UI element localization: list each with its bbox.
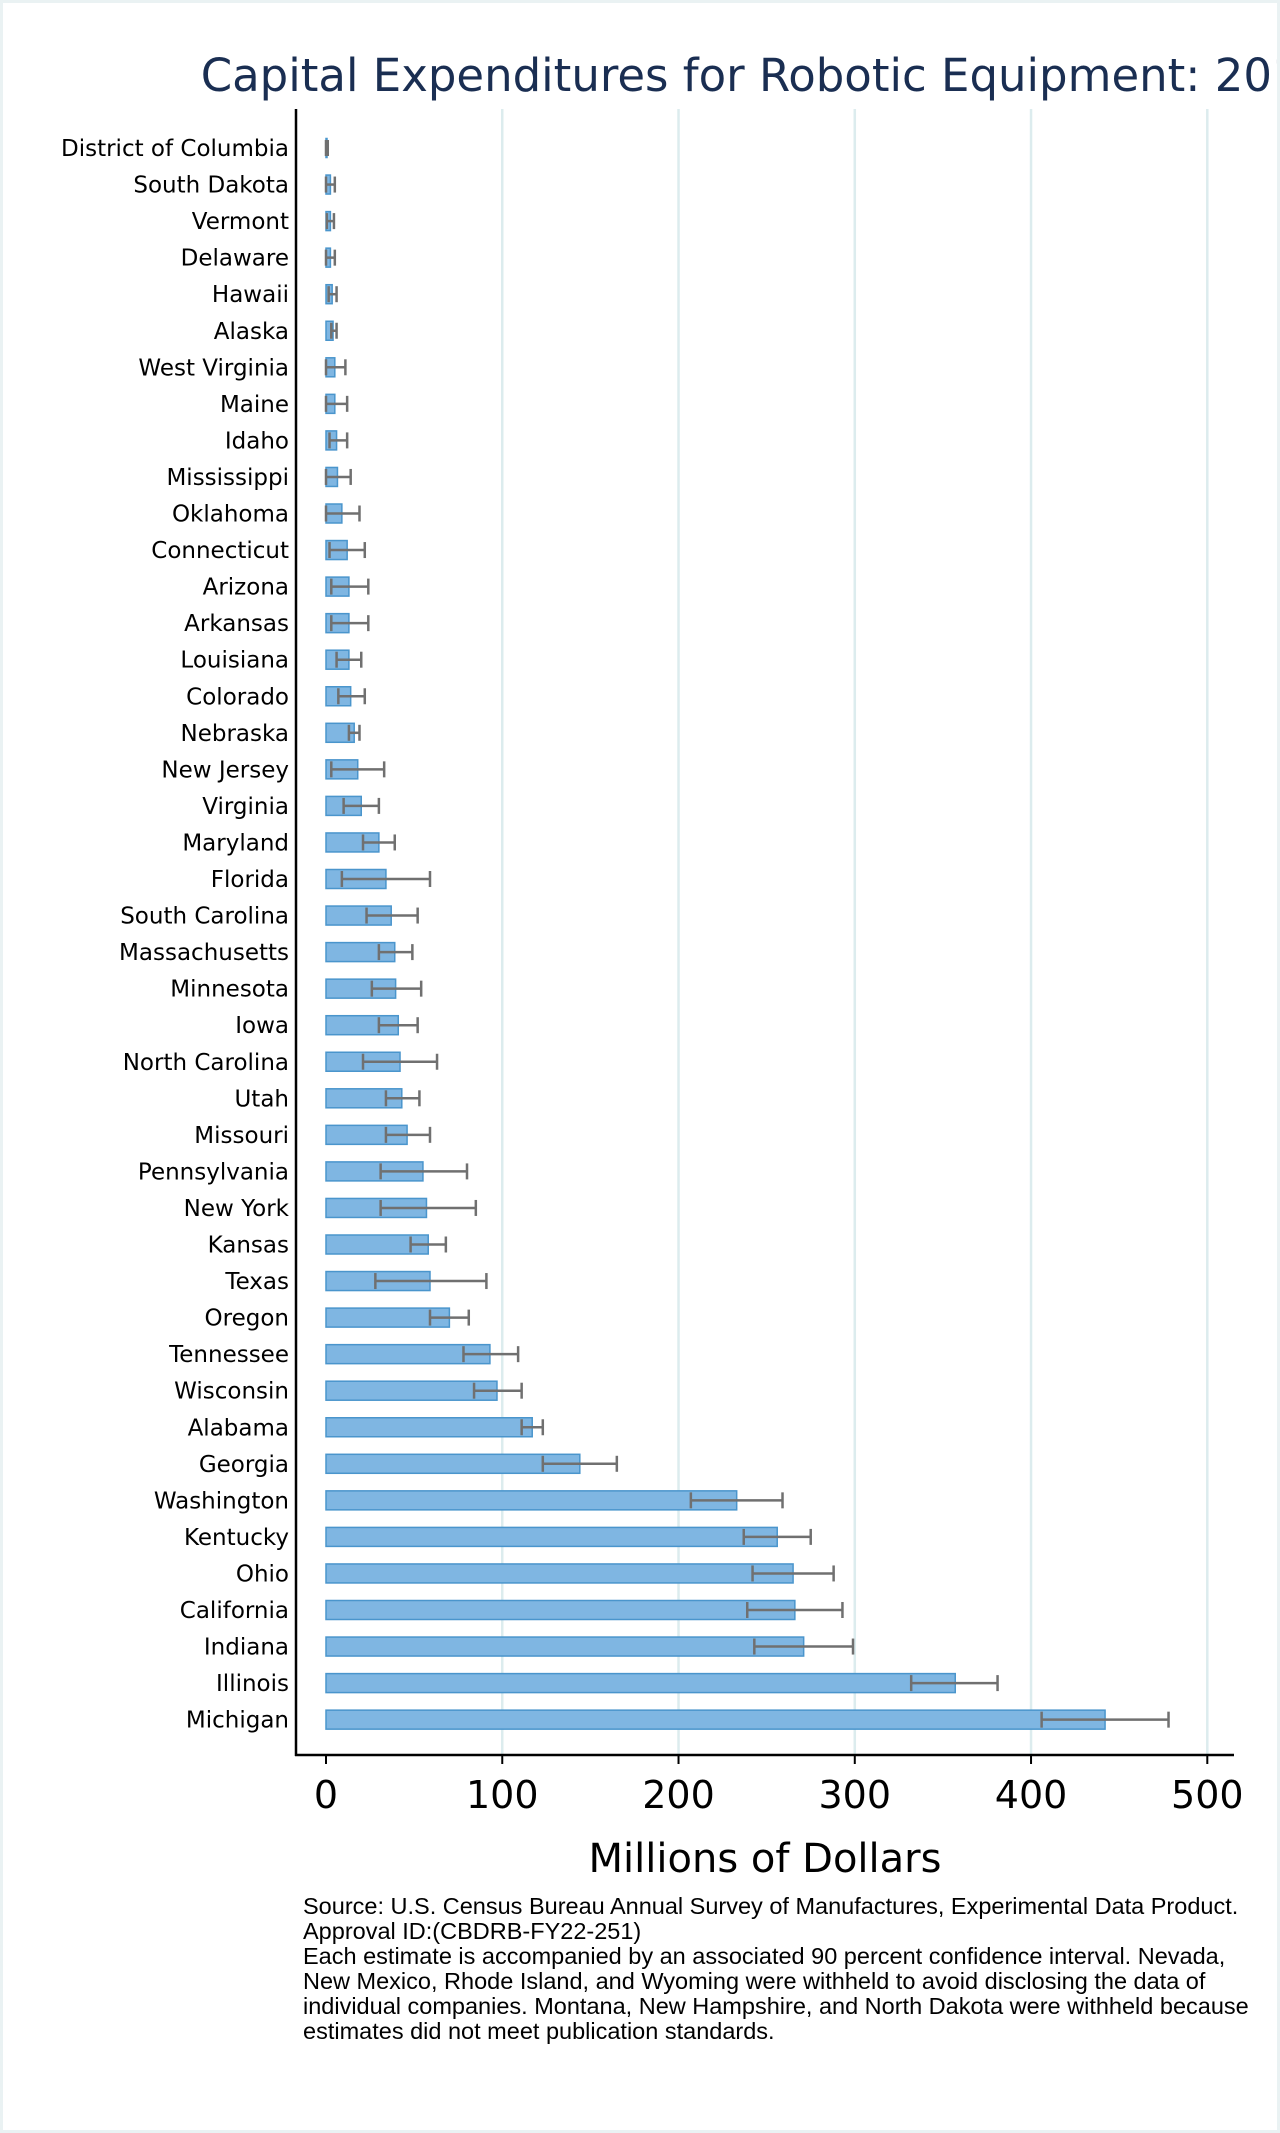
category-label: Alaska — [214, 319, 289, 345]
bar — [325, 1417, 533, 1438]
source-note: Source: U.S. Census Bureau Annual Survey… — [303, 1893, 1239, 1919]
category-label: Delaware — [181, 246, 289, 272]
category-label: Arkansas — [184, 611, 289, 637]
bar — [325, 1709, 1106, 1730]
bar — [325, 1563, 794, 1584]
category-label: District of Columbia — [61, 136, 289, 162]
bar — [325, 1599, 796, 1621]
x-tick-label: 400 — [995, 1773, 1068, 1817]
bar — [325, 1526, 778, 1548]
category-label: Georgia — [199, 1452, 289, 1478]
category-label: Louisiana — [180, 648, 289, 674]
bar — [325, 1490, 738, 1511]
category-label: Idaho — [225, 428, 289, 454]
category-label: Florida — [211, 867, 289, 893]
x-tick-labels: 0 100 200 300 400 500 — [314, 1773, 1244, 1817]
x-tick-label: 300 — [819, 1773, 892, 1817]
category-label: Oregon — [205, 1306, 289, 1332]
x-tick-label: 200 — [642, 1773, 715, 1817]
category-label: South Dakota — [133, 173, 289, 199]
category-label: North Carolina — [123, 1050, 289, 1076]
category-label: Colorado — [186, 684, 289, 710]
category-label: New York — [184, 1196, 290, 1222]
error-bars — [324, 140, 1170, 1728]
category-labels: District of Columbia South Dakota Vermont D… — [61, 136, 290, 1734]
x-axis-label: Millions of Dollars — [589, 1836, 942, 1882]
category-label: Virginia — [202, 794, 289, 820]
bars — [325, 137, 1106, 1730]
category-label: Connecticut — [151, 538, 289, 564]
category-label: Indiana — [204, 1635, 289, 1661]
source-notes: Source: U.S. Census Bureau Annual Survey… — [303, 1894, 1263, 2044]
category-label: Maryland — [182, 830, 289, 856]
approval-note: Approval ID:(CBDRB-FY22-251) — [303, 1918, 642, 1944]
category-label: Oklahoma — [172, 502, 289, 528]
category-label: Missouri — [194, 1123, 289, 1149]
category-label: Wisconsin — [174, 1379, 289, 1405]
category-label: Ohio — [236, 1561, 289, 1587]
category-label: Vermont — [192, 209, 289, 235]
bar — [325, 1636, 805, 1657]
category-label: Michigan — [186, 1708, 289, 1734]
chart-frame: Capital Expenditures for Robotic Equipme… — [3, 3, 1277, 2130]
confidence-note: Each estimate is accompanied by an assoc… — [303, 1943, 1249, 2044]
category-label: Kentucky — [184, 1525, 289, 1551]
category-label: Nebraska — [181, 721, 290, 747]
category-label: Maine — [220, 392, 289, 418]
x-tick-label: 500 — [1171, 1773, 1244, 1817]
bar — [325, 1380, 498, 1401]
category-label: Hawaii — [212, 282, 289, 308]
category-label: South Carolina — [120, 904, 289, 930]
category-label: Tennessee — [168, 1342, 289, 1368]
category-label: California — [180, 1598, 289, 1624]
category-label: Minnesota — [170, 977, 289, 1003]
bar — [325, 1672, 956, 1694]
category-label: Iowa — [235, 1013, 289, 1039]
x-tick-label: 100 — [466, 1773, 539, 1817]
category-label: Arizona — [203, 575, 289, 601]
axes — [294, 109, 1234, 1764]
category-label: Texas — [224, 1269, 289, 1295]
chart-title: Capital Expenditures for Robotic Equipme… — [201, 49, 1277, 102]
x-tick-label: 0 — [314, 1773, 338, 1817]
category-label: Kansas — [208, 1233, 289, 1259]
category-label: Mississippi — [166, 465, 289, 491]
category-label: Utah — [234, 1086, 289, 1112]
category-label: Illinois — [216, 1671, 289, 1697]
bar-chart: Capital Expenditures for Robotic Equipme… — [61, 49, 1277, 1882]
grid-lines — [501, 109, 1209, 1755]
category-label: Massachusetts — [119, 940, 289, 966]
category-label: Alabama — [188, 1415, 289, 1441]
category-label: Pennsylvania — [138, 1159, 289, 1185]
category-label: Washington — [154, 1488, 289, 1514]
category-label: West Virginia — [138, 355, 289, 381]
category-label: New Jersey — [161, 757, 289, 783]
